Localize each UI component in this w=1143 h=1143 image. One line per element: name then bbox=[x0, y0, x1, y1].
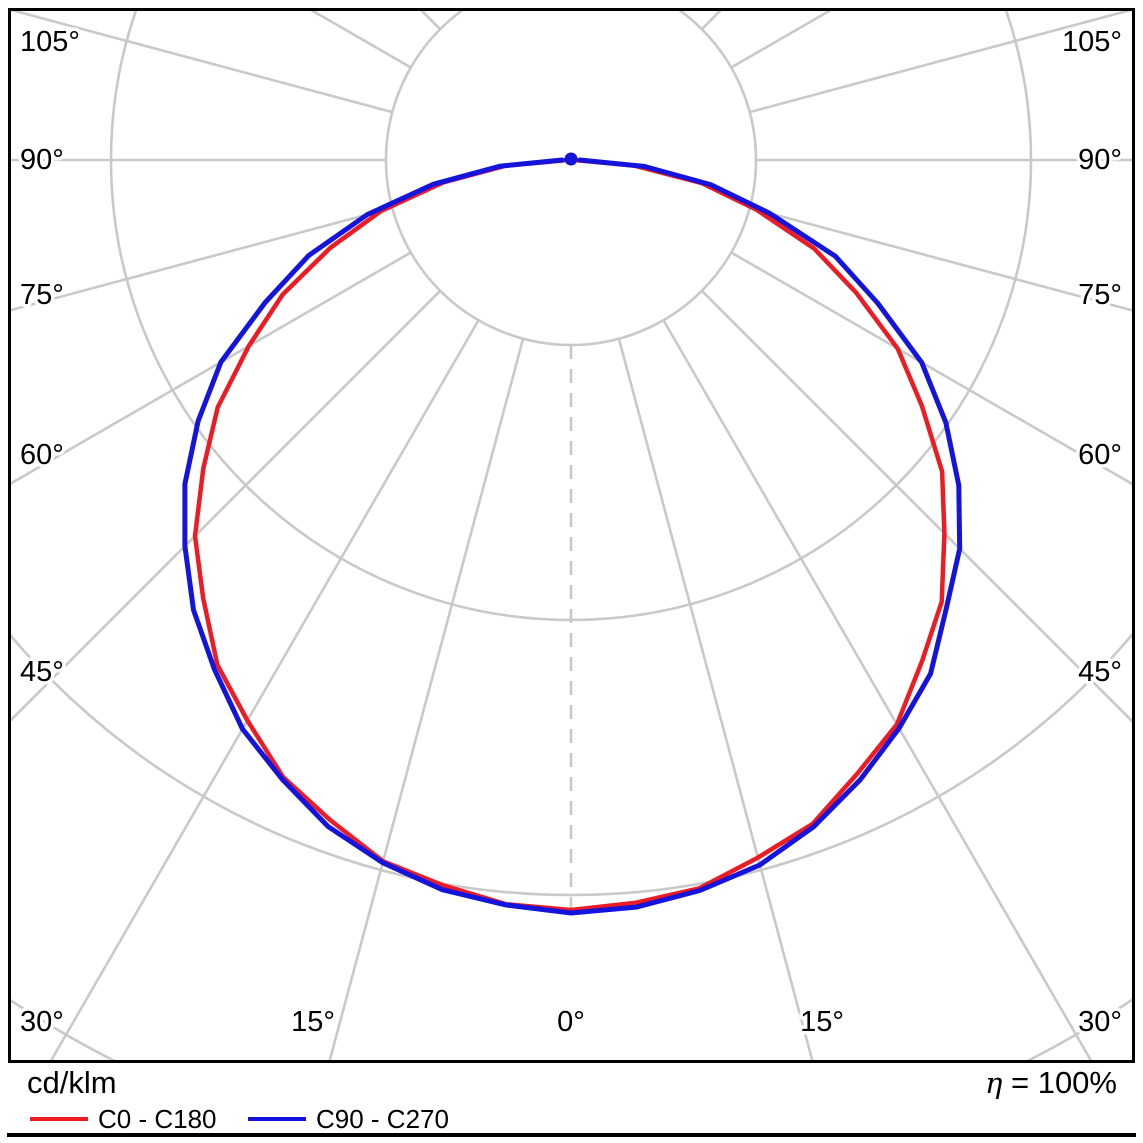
grid-radial bbox=[11, 206, 393, 312]
angle-tick-label: 90° bbox=[20, 144, 64, 176]
grid-radial bbox=[700, 289, 1132, 723]
grid-radial bbox=[11, 289, 442, 722]
legend-item-c0-c180: C0 - C180 bbox=[30, 1103, 217, 1135]
grid-ring bbox=[384, 11, 758, 347]
unit-label: cd/klm bbox=[27, 1065, 117, 1100]
angle-tick-label: 30° bbox=[20, 1006, 64, 1038]
grid-ring bbox=[11, 632, 1132, 897]
c90-origin-dot bbox=[564, 152, 578, 166]
angle-tick-label: 60° bbox=[20, 439, 64, 471]
legend-item-c90-c270: C90 - C270 bbox=[248, 1103, 449, 1135]
grid-radial bbox=[328, 338, 525, 1060]
bottom-rule bbox=[7, 1133, 1136, 1137]
grid-radial bbox=[749, 11, 1132, 114]
chart-frame bbox=[8, 8, 1135, 1063]
angle-tick-label: 0° bbox=[557, 1006, 585, 1038]
angle-tick-label: 105° bbox=[20, 26, 80, 58]
grid-radial bbox=[11, 11, 393, 114]
grid-radial bbox=[617, 338, 814, 1060]
efficiency-label: η = 100% bbox=[985, 1065, 1117, 1101]
angle-tick-label: 45° bbox=[20, 656, 64, 688]
angle-tick-label: 75° bbox=[1078, 279, 1122, 311]
angle-tick-label: 15° bbox=[291, 1006, 335, 1038]
grid-radial bbox=[749, 206, 1132, 312]
legend: C0 - C180 C90 - C270 bbox=[0, 1103, 1143, 1135]
grid-radial bbox=[662, 319, 1093, 1060]
grid-radial bbox=[11, 251, 412, 485]
angle-tick-label: 90° bbox=[1078, 144, 1122, 176]
eta-value: = 100% bbox=[1002, 1065, 1117, 1100]
angle-tick-label: 30° bbox=[1078, 1006, 1122, 1038]
angle-tick-label: 60° bbox=[1078, 439, 1122, 471]
eta-symbol: η bbox=[985, 1066, 1003, 1100]
legend-swatch-red bbox=[30, 1117, 88, 1121]
angle-tick-label: 75° bbox=[20, 279, 64, 311]
angle-tick-label: 45° bbox=[1078, 656, 1122, 688]
legend-label-c90-c270: C90 - C270 bbox=[316, 1103, 449, 1134]
curve-c90-c270 bbox=[182, 157, 963, 916]
legend-label-c0-c180: C0 - C180 bbox=[98, 1103, 217, 1134]
angle-tick-label: 105° bbox=[1062, 26, 1122, 58]
grid-radial bbox=[49, 319, 480, 1060]
curve-c0-c180 bbox=[192, 157, 947, 913]
grid-radial bbox=[730, 251, 1132, 486]
legend-swatch-blue bbox=[248, 1117, 306, 1121]
angle-tick-label: 15° bbox=[800, 1006, 844, 1038]
